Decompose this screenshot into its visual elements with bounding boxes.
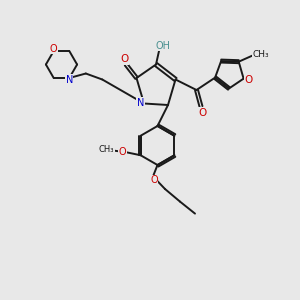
Text: O: O — [198, 107, 207, 118]
Text: CH₃: CH₃ — [253, 50, 269, 59]
Text: CH₃: CH₃ — [99, 145, 114, 154]
Text: O: O — [50, 44, 58, 54]
Text: N: N — [66, 74, 73, 85]
Text: O: O — [120, 54, 129, 64]
Text: O: O — [245, 75, 253, 85]
Text: O: O — [119, 147, 126, 157]
Text: O: O — [150, 175, 158, 185]
Text: OH: OH — [156, 40, 171, 51]
Text: N: N — [137, 98, 144, 108]
